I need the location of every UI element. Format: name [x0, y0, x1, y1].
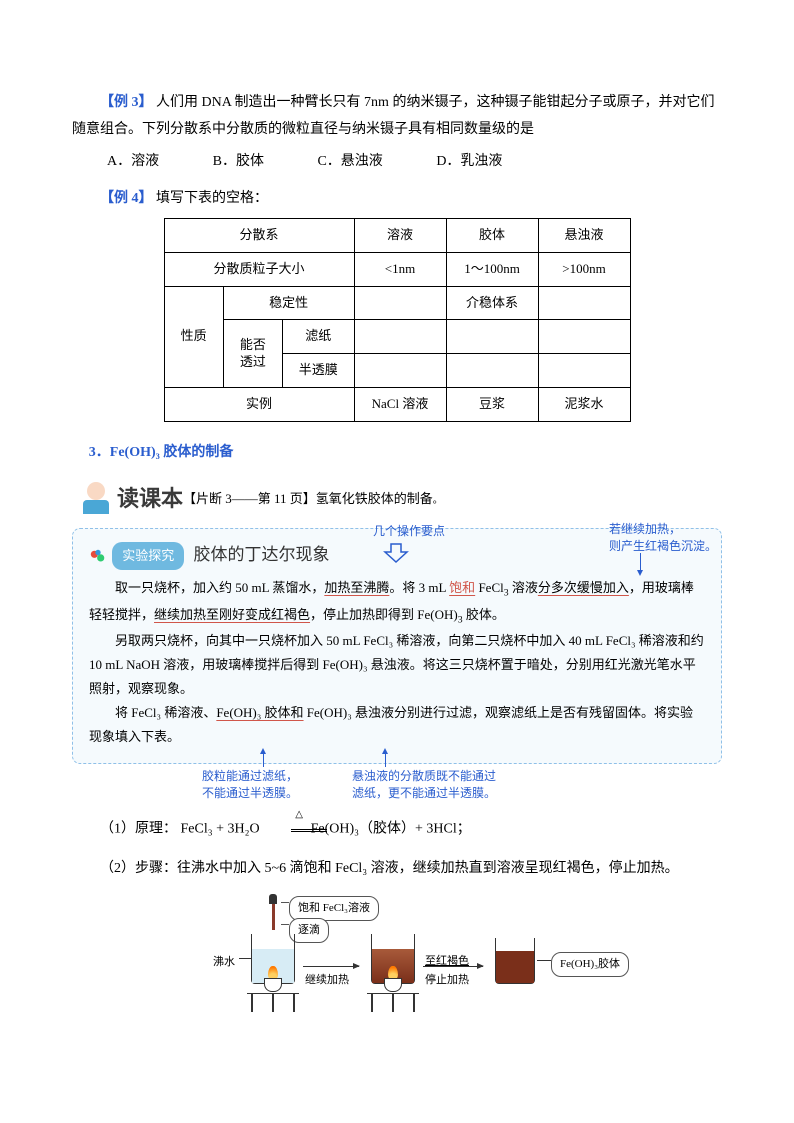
formula2: （2）步骤：往沸水中加入 5~6 滴饱和 FeCl₃ 溶液，继续加热直到溶液呈现…: [72, 856, 722, 883]
cell: [446, 354, 538, 388]
stand-icon: [367, 986, 419, 1020]
row-pass: 能否透过: [223, 320, 282, 387]
table-row: 性质 稳定性 介稳体系: [164, 286, 630, 320]
option-b: B．胶体: [213, 149, 264, 176]
lbl-result: Fe(OH)₃胶体: [551, 952, 629, 977]
example3-para: 【例 3】 人们用 DNA 制造出一种臂长只有 7nm 的纳米镊子，这种镊子能钳…: [72, 90, 722, 143]
cell: <1nm: [354, 253, 446, 287]
example4-para: 【例 4】 填写下表的空格：: [72, 186, 722, 213]
line-icon: [263, 753, 264, 767]
dispersion-table: 分散系 溶液 胶体 悬浊液 分散质粒子大小 <1nm 1～100nm >100n…: [164, 218, 631, 421]
example3-text: 人们用 DNA 制造出一种臂长只有 7nm 的纳米镊子，这种镊子能钳起分子或原子…: [72, 95, 714, 137]
option-a: A．溶液: [107, 149, 159, 176]
lbl-heat: 继续加热: [305, 970, 349, 991]
formula1: （1）原理： FeCl₃ + 3H₂O △ Fe(OH)₃（胶体）+ 3HCl；: [72, 816, 722, 843]
table-row: 分散系 溶液 胶体 悬浊液: [164, 219, 630, 253]
row-stable: 稳定性: [223, 286, 354, 320]
cell: 介稳体系: [446, 286, 538, 320]
cell: [538, 320, 630, 354]
option-d: D．乳浊液: [436, 149, 502, 176]
dropper-icon: [269, 894, 277, 930]
read-label: 读课本: [117, 478, 183, 520]
flask-icon: [89, 548, 107, 566]
row-prop: 性质: [164, 286, 223, 387]
stand-icon: [247, 986, 299, 1020]
annot-br: 悬浊液的分散质既不能通过滤纸，更不能通过半透膜。: [352, 768, 496, 802]
example3-label: 【例 3】: [100, 95, 153, 110]
cell: NaCl 溶液: [354, 387, 446, 421]
row-size-label: 分散质粒子大小: [164, 253, 354, 287]
table-row: 分散质粒子大小 <1nm 1～100nm >100nm: [164, 253, 630, 287]
annot-right: 若继续加热，则产生红褐色沉淀。: [609, 521, 717, 555]
line-icon: [640, 553, 641, 571]
read-desc: 【片断 3——第 11 页】氢氧化铁胶体的制备。: [183, 487, 443, 512]
lbl-stop2: 停止加热: [425, 970, 469, 991]
example4-label: 【例 4】: [100, 191, 153, 206]
arrow-down-icon: [383, 542, 409, 572]
cell: [446, 320, 538, 354]
tb-title: 胶体的丁达尔现象: [194, 545, 330, 564]
experiment-badge: 实验探究: [112, 542, 184, 570]
tb-p1: 取一只烧杯，加入约 50 mL 蒸馏水，加热至沸腾。将 3 mL 饱和 FeCl…: [89, 576, 705, 629]
lbl-boil: 沸水: [213, 952, 235, 973]
annot-bl: 胶粒能通过滤纸，不能通过半透膜。: [202, 768, 298, 802]
cell: 泥浆水: [538, 387, 630, 421]
cell: >100nm: [538, 253, 630, 287]
cell: 1～100nm: [446, 253, 538, 287]
th-solution: 溶液: [354, 219, 446, 253]
tb-p3: 将 FeCl₃ 稀溶液、Fe(OH)₃ 胶体和 Fe(OH)₃ 悬浊液分别进行过…: [89, 701, 705, 749]
cell: [354, 320, 446, 354]
experiment-diagram: 饱和 FeCl₃溶液 逐滴 沸水 继续加热 至红褐色 停止加热 Fe(OH)₃胶…: [157, 894, 637, 1024]
lbl-stop1: 至红褐色: [425, 951, 469, 972]
cell: 豆浆: [446, 387, 538, 421]
example4-text: 填写下表的空格：: [156, 191, 268, 206]
line-icon: [385, 753, 386, 767]
row-membrane: 半透膜: [282, 354, 354, 388]
line-icon: [281, 902, 289, 903]
table-row: 实例 NaCl 溶液 豆浆 泥浆水: [164, 387, 630, 421]
th-suspension: 悬浊液: [538, 219, 630, 253]
example3-options: A．溶液 B．胶体 C．悬浊液 D．乳浊液: [72, 149, 722, 176]
row-filter: 滤纸: [282, 320, 354, 354]
option-c: C．悬浊液: [317, 149, 382, 176]
table-row: 能否透过 滤纸: [164, 320, 630, 354]
textbook-excerpt: 实验探究 胶体的丁达尔现象 几个操作要点 若继续加热，则产生红褐色沉淀。 取一只…: [72, 528, 722, 765]
lbl-drop: 逐滴: [289, 918, 329, 943]
read-textbook-row: 读课本 【片断 3——第 11 页】氢氧化铁胶体的制备。: [79, 478, 722, 520]
line-icon: [239, 958, 251, 959]
section3-title: 3．Fe(OH)₃ 胶体的制备: [72, 440, 722, 467]
cell: [354, 286, 446, 320]
arrow-right-icon: [303, 966, 359, 967]
th-system: 分散系: [164, 219, 354, 253]
beaker-icon: [495, 938, 535, 984]
cell: [538, 354, 630, 388]
th-colloid: 胶体: [446, 219, 538, 253]
line-icon: [537, 960, 551, 961]
cell: [354, 354, 446, 388]
cell: [538, 286, 630, 320]
row-example: 实例: [164, 387, 354, 421]
teacher-icon: [79, 482, 113, 516]
reaction-arrow-icon: △: [263, 816, 307, 843]
annot-top: 几个操作要点: [373, 523, 445, 540]
line-icon: [281, 924, 289, 925]
tb-p2: 另取两只烧杯，向其中一只烧杯加入 50 mL FeCl₃ 稀溶液，向第二只烧杯中…: [89, 629, 705, 701]
